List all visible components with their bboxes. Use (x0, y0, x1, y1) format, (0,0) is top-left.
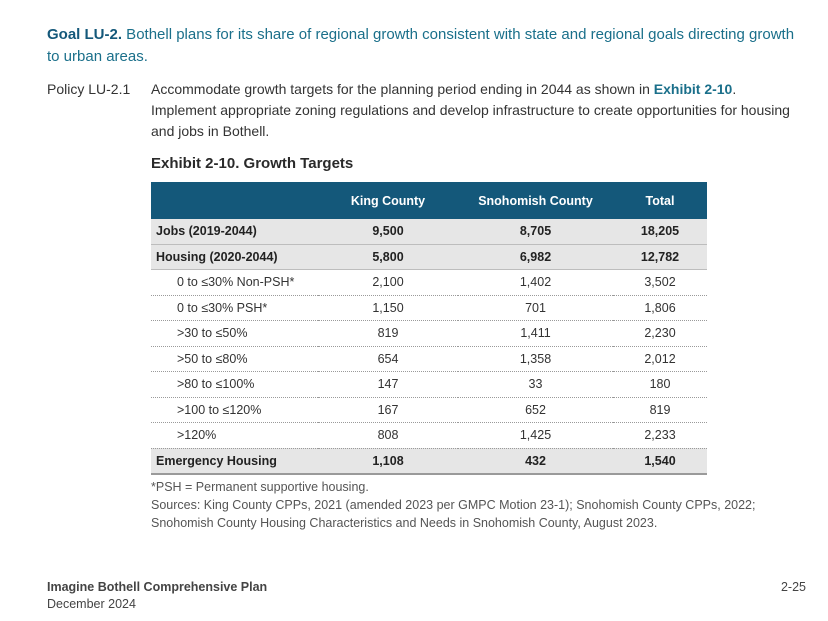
total-value: 18,205 (613, 219, 707, 245)
table-row: 0 to ≤30% Non-PSH* 2,100 1,402 3,502 (151, 269, 707, 296)
total-value: 2,012 (613, 346, 707, 372)
total-value: 180 (613, 371, 707, 398)
total-value: 1,806 (613, 295, 707, 321)
king-value: 654 (318, 346, 458, 372)
footer-date: December 2024 (47, 597, 136, 611)
table-header-row: King County Snohomish County Total (151, 182, 707, 219)
table-row: >100 to ≤120% 167 652 819 (151, 397, 707, 423)
table-row: >120% 808 1,425 2,233 (151, 422, 707, 449)
table-row: Emergency Housing 1,108 432 1,540 (151, 448, 707, 475)
snohomish-value: 1,358 (458, 346, 613, 372)
snohomish-value: 8,705 (458, 219, 613, 245)
king-value: 2,100 (318, 269, 458, 296)
king-value: 819 (318, 320, 458, 347)
policy-text-before: Accommodate growth targets for the plann… (151, 81, 654, 97)
footer-title: Imagine Bothell Comprehensive Plan (47, 580, 268, 594)
exhibit-title: Exhibit 2-10. Growth Targets (151, 155, 354, 172)
exhibit-link[interactable]: Exhibit 2-10 (653, 81, 733, 97)
snohomish-value: 33 (458, 371, 613, 398)
row-label: >50 to ≤80% (151, 346, 318, 372)
header-king-county: King County (318, 182, 458, 219)
total-value: 819 (613, 397, 707, 423)
table-row: Jobs (2019-2044) 9,500 8,705 18,205 (151, 219, 707, 245)
goal-label: Goal LU-2. (47, 26, 123, 43)
total-value: 12,782 (613, 244, 707, 270)
total-value: 3,502 (613, 269, 707, 296)
snohomish-value: 652 (458, 397, 613, 423)
king-value: 167 (318, 397, 458, 423)
total-value: 2,230 (613, 320, 707, 347)
snohomish-value: 432 (458, 448, 613, 475)
snohomish-value: 1,402 (458, 269, 613, 296)
sources-footnote: Sources: King County CPPs, 2021 (amended… (151, 498, 756, 530)
table-row: Housing (2020-2044) 5,800 6,982 12,782 (151, 244, 707, 270)
row-label: >100 to ≤120% (151, 397, 318, 423)
row-label: >30 to ≤50% (151, 320, 318, 347)
row-label: 0 to ≤30% Non-PSH* (151, 269, 318, 296)
snohomish-value: 1,411 (458, 320, 613, 347)
snohomish-value: 701 (458, 295, 613, 321)
snohomish-value: 6,982 (458, 244, 613, 270)
king-value: 808 (318, 422, 458, 449)
total-value: 1,540 (613, 448, 707, 475)
king-value: 1,108 (318, 448, 458, 475)
table-row: >80 to ≤100% 147 33 180 (151, 371, 707, 398)
header-blank (151, 182, 318, 219)
row-label: Jobs (2019-2044) (151, 219, 318, 245)
goal-statement: Goal LU-2. Bothell plans for its share o… (47, 24, 807, 68)
row-label: 0 to ≤30% PSH* (151, 295, 318, 321)
row-label: >80 to ≤100% (151, 371, 318, 398)
table-row: >30 to ≤50% 819 1,411 2,230 (151, 320, 707, 347)
row-label: >120% (151, 422, 318, 449)
row-label: Emergency Housing (151, 448, 318, 475)
policy-label: Policy LU-2.1 (47, 81, 131, 97)
psh-footnote: *PSH = Permanent supportive housing. (151, 480, 369, 494)
table-row: 0 to ≤30% PSH* 1,150 701 1,806 (151, 295, 707, 321)
header-snohomish-county: Snohomish County (458, 182, 613, 219)
table-row: >50 to ≤80% 654 1,358 2,012 (151, 346, 707, 372)
king-value: 5,800 (318, 244, 458, 270)
growth-targets-table: King County Snohomish County Total Jobs … (151, 182, 707, 475)
header-total: Total (613, 182, 707, 219)
row-label: Housing (2020-2044) (151, 244, 318, 270)
king-value: 9,500 (318, 219, 458, 245)
policy-text-after: . Implement appropriate zoning regulatio… (151, 81, 790, 139)
page-number: 2-25 (780, 580, 806, 594)
policy-text: Accommodate growth targets for the plann… (151, 79, 801, 142)
king-value: 1,150 (318, 295, 458, 321)
goal-text: Bothell plans for its share of regional … (47, 26, 795, 65)
snohomish-value: 1,425 (458, 422, 613, 449)
total-value: 2,233 (613, 422, 707, 449)
footnotes: *PSH = Permanent supportive housing. Sou… (151, 478, 801, 532)
king-value: 147 (318, 371, 458, 398)
